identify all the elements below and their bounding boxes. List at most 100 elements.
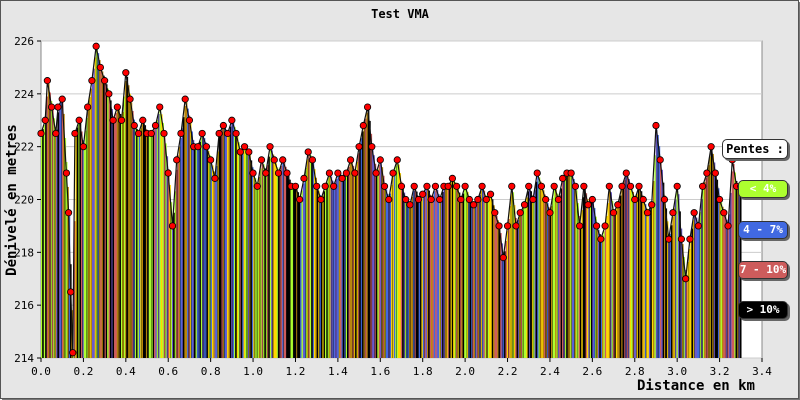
profile-point <box>419 190 427 198</box>
slope-bar <box>670 225 673 358</box>
slope-bar <box>626 174 629 358</box>
slope-bar <box>606 216 608 358</box>
slope-bar <box>426 186 429 358</box>
slope-bar <box>79 122 82 359</box>
slope-bar <box>271 150 273 358</box>
slope-bar <box>437 194 440 358</box>
slope-bar <box>149 133 152 358</box>
slope-bar <box>702 186 705 358</box>
slope-bar <box>311 157 313 358</box>
slope-bar <box>513 205 516 358</box>
slope-bar <box>279 170 282 358</box>
slope-bar <box>517 219 520 358</box>
slope-bar <box>727 223 730 358</box>
slope-bar <box>490 194 493 358</box>
profile-point <box>495 222 503 230</box>
slope-bar <box>344 175 346 358</box>
profile-point <box>48 103 56 111</box>
slope-bar <box>688 249 691 358</box>
slope-bar <box>103 75 105 358</box>
slope-bar <box>465 187 468 358</box>
slope-bar <box>573 179 575 358</box>
slope-bar <box>668 234 670 358</box>
profile-point <box>266 143 274 151</box>
slope-bar <box>300 197 302 358</box>
slope-bar <box>610 192 612 358</box>
slope-bar <box>315 177 317 358</box>
slope-bar <box>407 201 410 358</box>
slope-bar <box>479 194 482 358</box>
slope-bar <box>453 179 455 358</box>
profile-point <box>567 169 575 177</box>
slope-bar <box>487 197 490 358</box>
profile-point <box>92 42 100 50</box>
slope-bar <box>191 131 193 358</box>
profile-point <box>232 129 240 138</box>
slope-bar <box>264 168 266 358</box>
profile-point <box>228 116 236 124</box>
slope-bar <box>493 205 495 358</box>
profile-point <box>147 129 155 138</box>
slope-bar <box>699 212 702 358</box>
slope-bar <box>353 170 356 358</box>
profile-point <box>71 129 79 138</box>
slope-bar <box>377 169 380 358</box>
slope-bar <box>646 208 648 358</box>
slope-bar <box>402 188 404 358</box>
slope-bar <box>582 197 585 358</box>
slope-bar <box>86 117 89 359</box>
profile-point <box>168 222 177 230</box>
profile-point <box>156 103 164 111</box>
slope-bar <box>176 169 178 358</box>
slope-bar <box>728 214 731 358</box>
slope-bar <box>524 203 527 358</box>
slope-bar <box>526 197 528 358</box>
slope-bar <box>294 186 297 358</box>
slope-bar <box>262 164 265 358</box>
slope-bar <box>74 221 76 358</box>
slope-bar <box>404 196 407 358</box>
slope-bar <box>171 219 174 358</box>
profile-point <box>105 90 113 98</box>
profile-point <box>665 235 673 243</box>
slope-bar <box>450 182 453 358</box>
slope-bar <box>89 97 91 359</box>
slope-bar <box>551 206 553 358</box>
slope-bar <box>624 180 626 358</box>
slope-bar <box>497 220 499 358</box>
slope-bar <box>64 137 67 358</box>
slope-bar <box>546 203 549 358</box>
slope-bar <box>542 190 545 358</box>
y-tick-label: 220 <box>14 194 34 207</box>
slope-bar <box>196 146 199 358</box>
slope-bar <box>167 169 170 358</box>
slope-bar <box>261 159 264 358</box>
slope-bar <box>140 128 142 358</box>
slope-bar <box>351 161 353 358</box>
slope-bar <box>420 197 422 358</box>
slope-bar <box>342 177 345 358</box>
slope-bar <box>318 190 320 358</box>
slope-bar <box>538 177 541 358</box>
slope-bar <box>220 131 222 358</box>
slope-bar <box>194 146 196 358</box>
slope-bar <box>425 188 428 358</box>
slope-bar <box>705 177 708 358</box>
slope-bar <box>242 149 244 358</box>
slope-bar <box>123 96 126 358</box>
slope-bar <box>54 126 57 359</box>
slope-bar <box>94 57 97 359</box>
profile-point <box>54 103 62 111</box>
slope-bar <box>120 118 123 358</box>
profile-point <box>660 195 669 204</box>
profile-point <box>478 182 486 190</box>
slope-bar <box>359 145 362 358</box>
slope-bar <box>651 204 654 358</box>
slope-bar <box>217 151 220 358</box>
slope-bar <box>563 177 566 358</box>
slope-bar <box>690 237 692 358</box>
profile-point <box>652 121 660 130</box>
x-tick-label: 1.4 <box>328 365 348 378</box>
slope-bar <box>721 206 724 358</box>
slope-bar <box>278 171 280 358</box>
